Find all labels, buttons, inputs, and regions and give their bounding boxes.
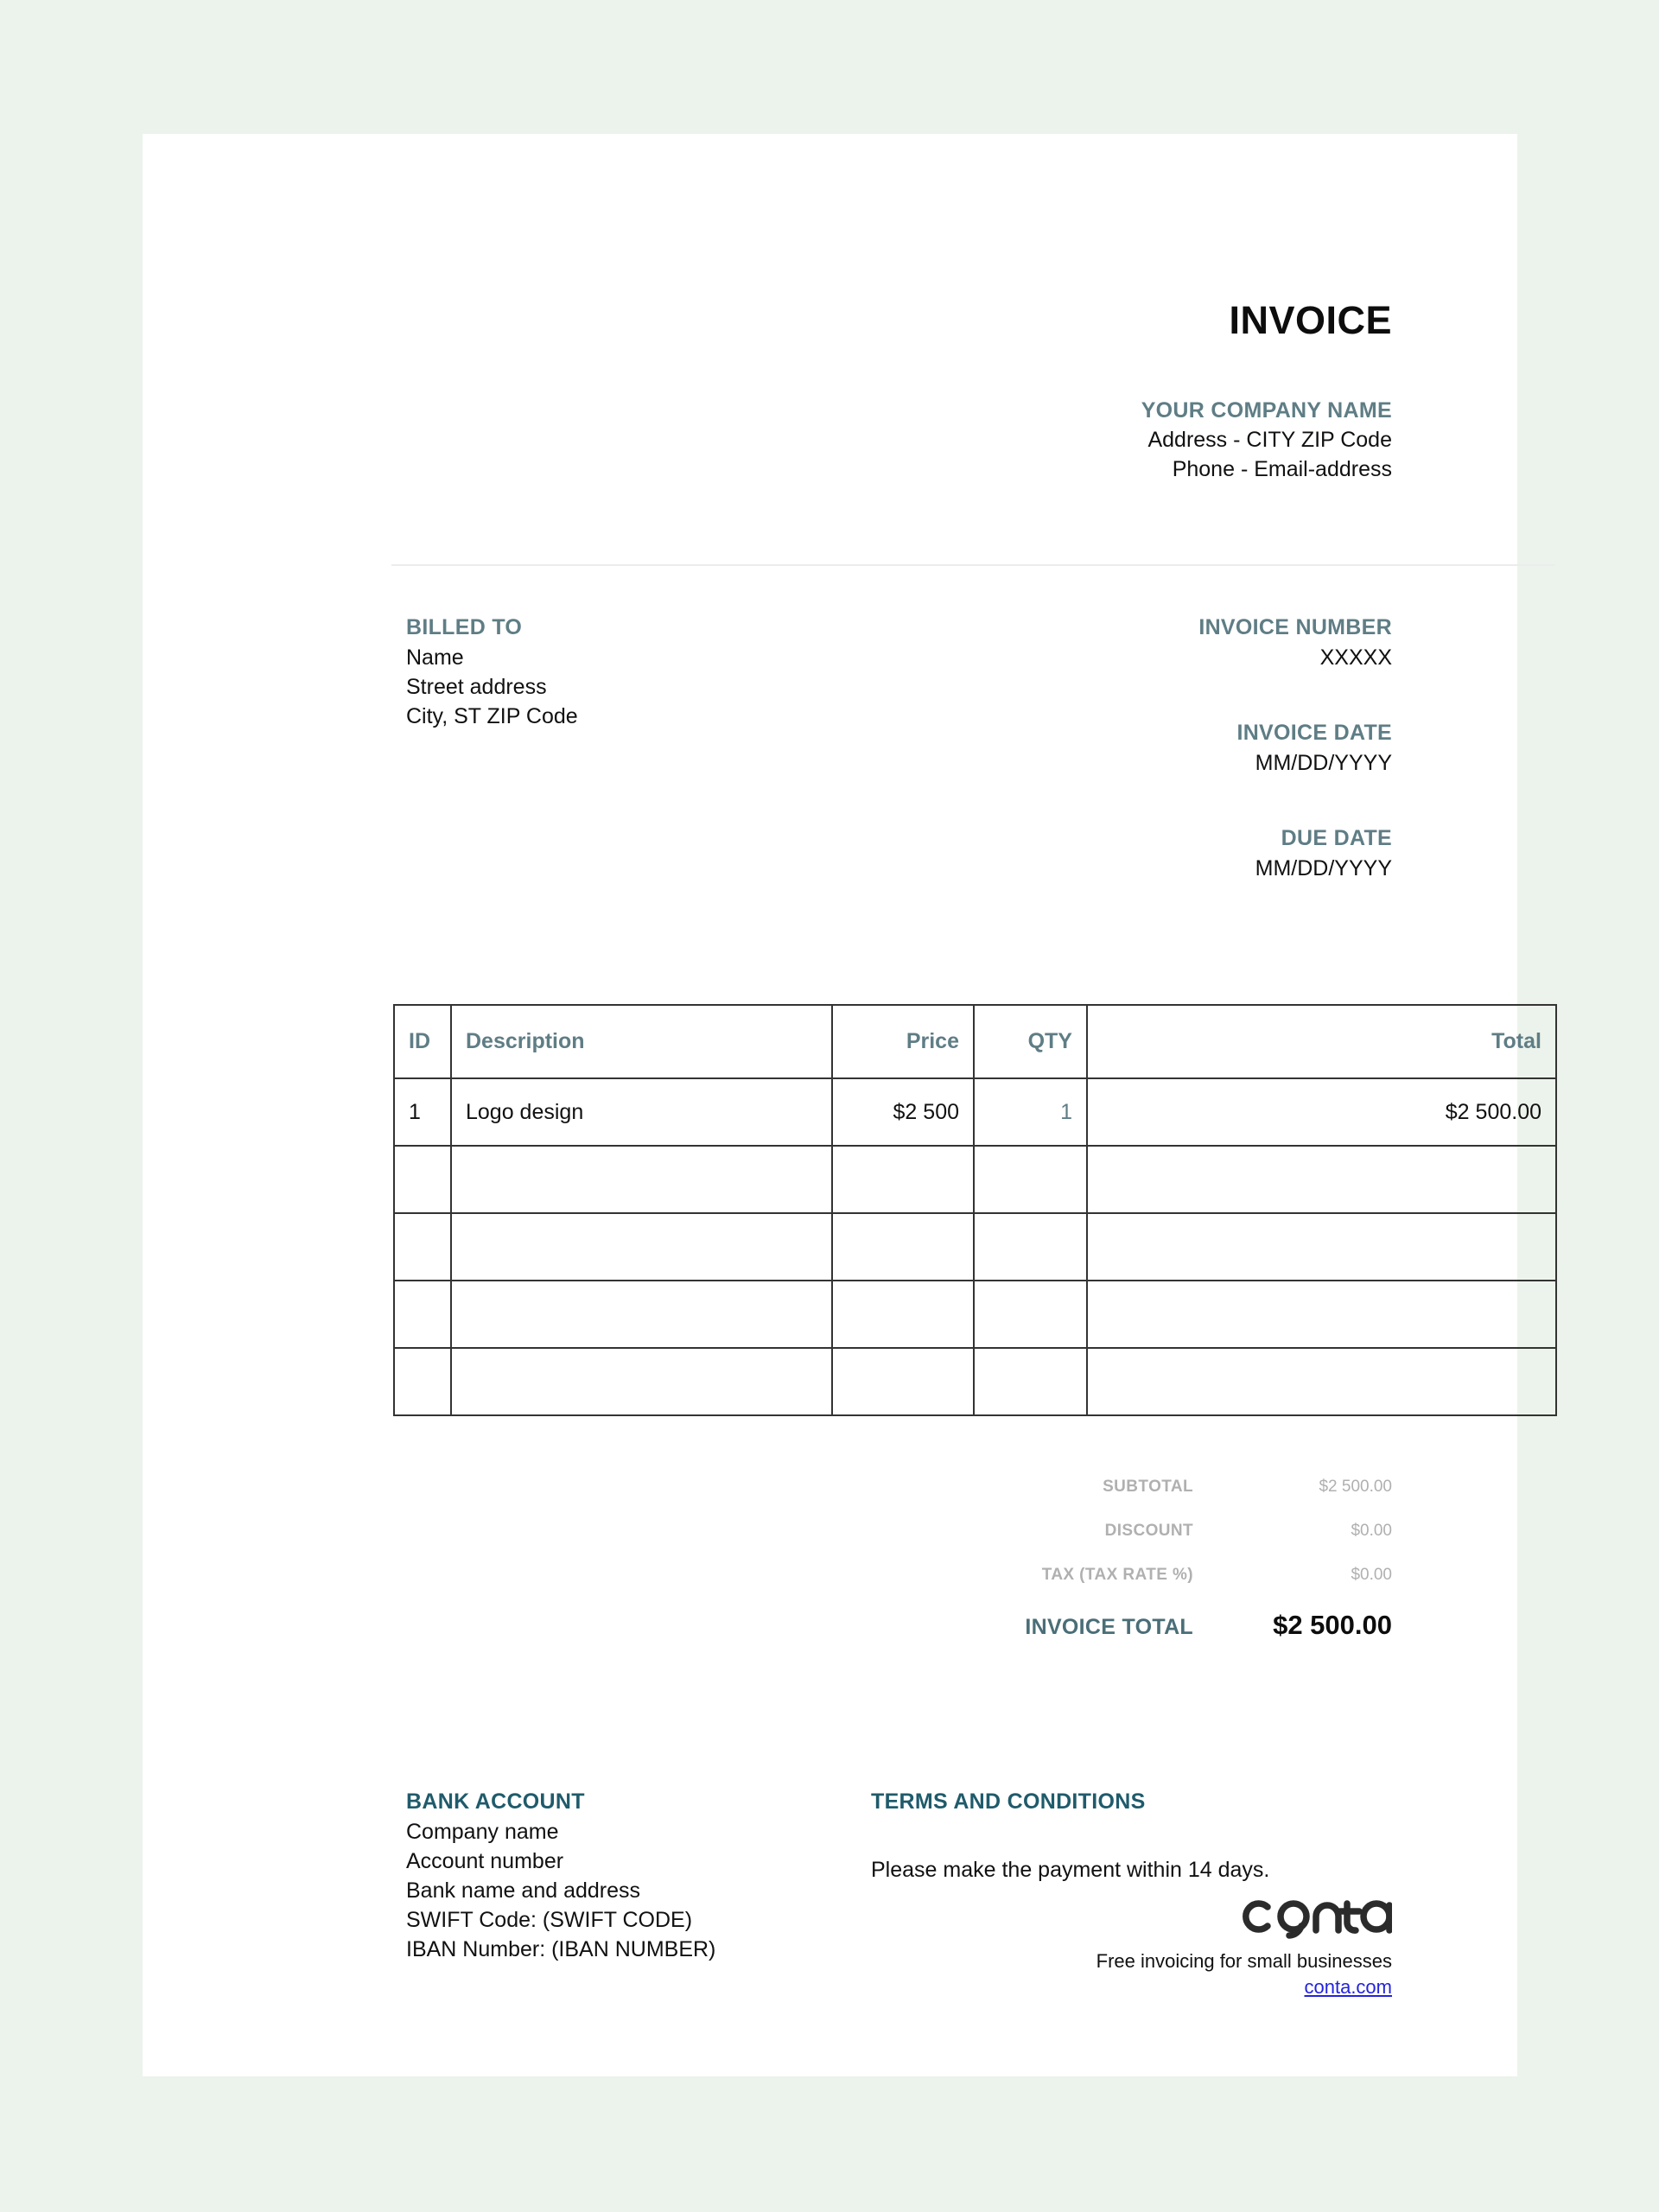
table-cell-description: Logo design xyxy=(450,1077,833,1147)
terms-body: Please make the payment within 14 days. xyxy=(871,1858,1270,1882)
discount-row: DISCOUNT $0.00 xyxy=(856,1522,1392,1541)
invoice-date-value: MM/DD/YYYY xyxy=(1255,751,1392,775)
table-header: ID Description Price QTY Total xyxy=(393,1004,1557,1079)
billed-to-name: Name xyxy=(406,645,464,670)
table-cell-qty xyxy=(973,1212,1088,1281)
due-date-value: MM/DD/YYYY xyxy=(1255,856,1392,880)
table-row-empty xyxy=(393,1280,1557,1349)
table-cell-id: 1 xyxy=(393,1077,452,1147)
table-cell-price: $2 500 xyxy=(831,1077,975,1147)
header-divider xyxy=(391,564,1555,566)
table-cell-description xyxy=(450,1212,833,1281)
table-cell-total xyxy=(1086,1280,1557,1349)
table-cell-qty xyxy=(973,1280,1088,1349)
terms-block: TERMS AND CONDITIONS Please make the pay… xyxy=(871,1786,1269,1885)
column-header-description: Description xyxy=(450,1004,833,1079)
column-header-qty: QTY xyxy=(973,1004,1088,1079)
table-cell-id xyxy=(393,1212,452,1281)
table-row-empty xyxy=(393,1145,1557,1214)
billed-to-block: BILLED TO Name Street address City, ST Z… xyxy=(406,612,578,731)
table-cell-description xyxy=(450,1145,833,1214)
tax-row: TAX (TAX RATE %) $0.00 xyxy=(856,1566,1392,1585)
tax-label: TAX (TAX RATE %) xyxy=(1041,1566,1193,1584)
table-cell-total xyxy=(1086,1212,1557,1281)
billed-to-city-state-zip: City, ST ZIP Code xyxy=(406,704,578,728)
table-row-empty xyxy=(393,1347,1557,1416)
invoice-total-label: INVOICE TOTAL xyxy=(1025,1615,1193,1639)
table-cell-id xyxy=(393,1145,452,1214)
invoice-total-value: $2 500.00 xyxy=(1273,1610,1392,1640)
bank-account-block: BANK ACCOUNT Company name Account number… xyxy=(406,1786,715,1964)
table-cell-id xyxy=(393,1280,452,1349)
table-row-empty xyxy=(393,1212,1557,1281)
conta-tagline: Free invoicing for small businesses xyxy=(1096,1950,1392,1972)
table-header-row: ID Description Price QTY Total xyxy=(393,1004,1557,1079)
conta-branding: Free invoicing for small businesses cont… xyxy=(1096,1886,1392,2000)
due-date-label: DUE DATE xyxy=(1281,826,1392,850)
invoice-number-value: XXXXX xyxy=(1319,645,1392,670)
bank-swift-code: SWIFT Code: (SWIFT CODE) xyxy=(406,1908,693,1932)
conta-logo-icon xyxy=(1243,1900,1392,1939)
bank-name-address: Bank name and address xyxy=(406,1878,641,1903)
table-cell-qty xyxy=(973,1145,1088,1214)
bank-account-heading: BANK ACCOUNT xyxy=(406,1789,585,1814)
table-cell-price xyxy=(831,1145,975,1214)
invoice-meta-block: INVOICE NUMBER XXXXX INVOICE DATE MM/DD/… xyxy=(1198,612,1392,883)
company-name: YOUR COMPANY NAME xyxy=(1141,398,1392,423)
table-cell-id xyxy=(393,1347,452,1416)
company-contact: Phone - Email-address xyxy=(1172,457,1392,481)
table-cell-price xyxy=(831,1212,975,1281)
table-cell-total xyxy=(1086,1145,1557,1214)
line-items-table: ID Description Price QTY Total 1 Logo des… xyxy=(393,1004,1557,1416)
table-cell-total xyxy=(1086,1347,1557,1416)
due-date-group: DUE DATE MM/DD/YYYY xyxy=(1198,823,1392,883)
billed-to-street: Street address xyxy=(406,675,547,699)
bank-company-name: Company name xyxy=(406,1820,559,1844)
subtotal-row: SUBTOTAL $2 500.00 xyxy=(856,1478,1392,1497)
subtotal-label: SUBTOTAL xyxy=(1103,1478,1193,1496)
discount-value: $0.00 xyxy=(1351,1522,1392,1540)
table-cell-qty xyxy=(973,1347,1088,1416)
invoice-total-row: INVOICE TOTAL $2 500.00 xyxy=(856,1610,1392,1641)
invoice-number-group: INVOICE NUMBER XXXXX xyxy=(1198,612,1392,672)
subtotal-value: $2 500.00 xyxy=(1319,1478,1392,1496)
column-header-total: Total xyxy=(1086,1004,1557,1079)
conta-website-link[interactable]: conta.com xyxy=(1304,1976,1393,1998)
table-cell-qty: 1 xyxy=(973,1077,1088,1147)
table-cell-total: $2 500.00 xyxy=(1086,1077,1557,1147)
company-address: Address - CITY ZIP Code xyxy=(1147,428,1392,452)
column-header-id: ID xyxy=(393,1004,452,1079)
terms-heading: TERMS AND CONDITIONS xyxy=(871,1789,1146,1814)
discount-label: DISCOUNT xyxy=(1104,1522,1193,1540)
invoice-number-label: INVOICE NUMBER xyxy=(1198,615,1392,639)
tax-value: $0.00 xyxy=(1351,1566,1392,1584)
table-cell-price xyxy=(831,1347,975,1416)
column-header-price: Price xyxy=(831,1004,975,1079)
invoice-date-label: INVOICE DATE xyxy=(1236,721,1392,745)
table-cell-description xyxy=(450,1347,833,1416)
table-cell-price xyxy=(831,1280,975,1349)
table-cell-description xyxy=(450,1280,833,1349)
invoice-page: INVOICE YOUR COMPANY NAME Address - CITY… xyxy=(143,134,1557,2076)
table-body: 1 Logo design $2 500 1 $2 500.00 xyxy=(393,1077,1557,1416)
billed-to-heading: BILLED TO xyxy=(406,615,523,639)
totals-block: SUBTOTAL $2 500.00 DISCOUNT $0.00 TAX (T… xyxy=(856,1478,1392,1641)
page-title: INVOICE xyxy=(1229,298,1392,342)
bank-iban-number: IBAN Number: (IBAN NUMBER) xyxy=(406,1937,716,1961)
table-row: 1 Logo design $2 500 1 $2 500.00 xyxy=(393,1077,1557,1147)
invoice-date-group: INVOICE DATE MM/DD/YYYY xyxy=(1198,717,1392,778)
company-info: YOUR COMPANY NAME Address - CITY ZIP Cod… xyxy=(1141,396,1392,484)
bank-account-number: Account number xyxy=(406,1849,564,1873)
